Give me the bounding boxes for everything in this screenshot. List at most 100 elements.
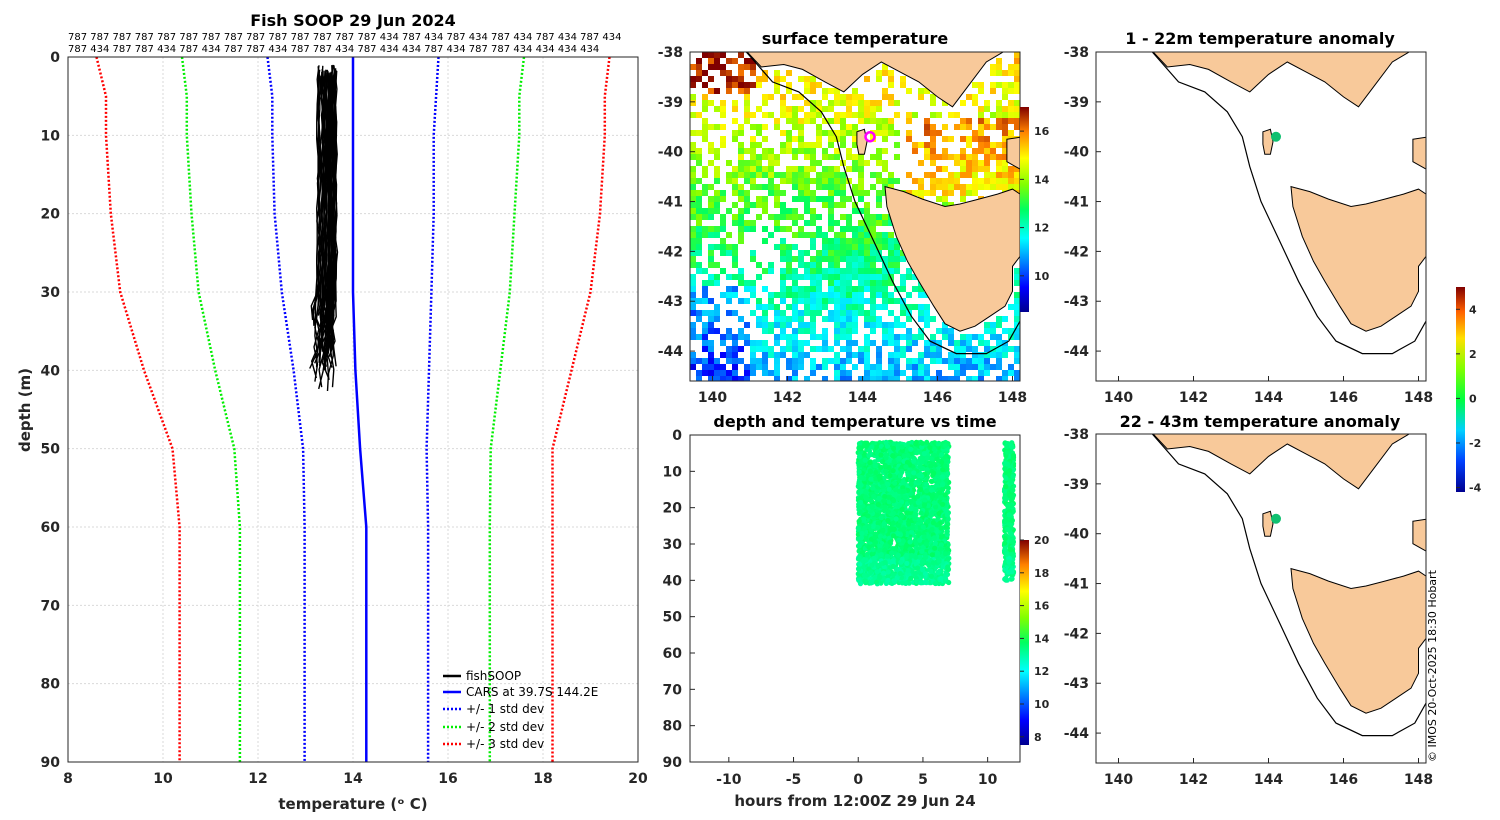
sst-cell bbox=[744, 286, 750, 292]
sst-cell bbox=[726, 274, 732, 280]
sst-cell bbox=[756, 196, 762, 202]
sst-cell bbox=[930, 160, 936, 166]
sst-cell bbox=[792, 196, 798, 202]
depth-time-point bbox=[882, 493, 888, 500]
sst-cell bbox=[900, 310, 906, 316]
sst-cell bbox=[750, 154, 756, 160]
sst-cell bbox=[1014, 334, 1020, 340]
depth-time-point bbox=[899, 468, 905, 474]
sst-cell bbox=[690, 76, 696, 82]
sst-cell bbox=[822, 250, 828, 256]
sst-cell bbox=[690, 238, 696, 244]
sst-cell bbox=[858, 352, 864, 358]
sst-cell bbox=[960, 196, 966, 202]
sst-cell bbox=[702, 130, 708, 136]
sst-cell bbox=[888, 82, 894, 88]
sst-cell bbox=[792, 208, 798, 214]
sst-cell bbox=[780, 148, 786, 154]
sst-cell bbox=[798, 190, 804, 196]
depth-time-point bbox=[862, 525, 868, 531]
sst-cell bbox=[846, 154, 852, 160]
sst-cell bbox=[816, 364, 822, 370]
depth-time-point bbox=[887, 473, 893, 479]
depth-time-point bbox=[905, 471, 911, 478]
depth-time-point bbox=[1003, 475, 1009, 482]
depth-time-point bbox=[868, 469, 874, 475]
sst-cell bbox=[840, 298, 846, 304]
sst-cell bbox=[948, 328, 954, 334]
depth-time-point bbox=[862, 578, 868, 584]
depth-time-point bbox=[881, 487, 887, 493]
map-ytick-label: -44 bbox=[658, 344, 684, 360]
sst-cell bbox=[732, 106, 738, 112]
sst-cell bbox=[960, 370, 966, 376]
sst-cell bbox=[714, 52, 720, 58]
sst-cell bbox=[822, 238, 828, 244]
sst-cell bbox=[750, 178, 756, 184]
sst-cell bbox=[822, 196, 828, 202]
sst-cell bbox=[774, 76, 780, 82]
sst-cell bbox=[834, 154, 840, 160]
sst-cell bbox=[768, 352, 774, 358]
sst-cell bbox=[786, 88, 792, 94]
sst-cell bbox=[738, 316, 744, 322]
sst-cell bbox=[864, 190, 870, 196]
sst-cell bbox=[870, 118, 876, 124]
sst-cell bbox=[720, 64, 726, 70]
sst-cell bbox=[912, 376, 918, 381]
sst-cell bbox=[870, 226, 876, 232]
depth-time-point bbox=[1001, 488, 1008, 494]
sst-cell bbox=[786, 334, 792, 340]
sst-cell bbox=[942, 196, 948, 202]
sst-cell bbox=[780, 250, 786, 256]
depth-time-point bbox=[911, 470, 917, 476]
sst-cell bbox=[858, 280, 864, 286]
sst-cell bbox=[846, 274, 852, 280]
sst-cell bbox=[846, 304, 852, 310]
sst-cell bbox=[984, 340, 990, 346]
sst-cell bbox=[870, 184, 876, 190]
sst-cell bbox=[792, 214, 798, 220]
sst-cell bbox=[792, 268, 798, 274]
sst-cell bbox=[828, 220, 834, 226]
sst-cell bbox=[996, 160, 1002, 166]
depth-time-point bbox=[919, 473, 925, 479]
sst-cell bbox=[852, 262, 858, 268]
sst-cell bbox=[942, 100, 948, 106]
sst-cell bbox=[696, 190, 702, 196]
sst-cell bbox=[708, 184, 714, 190]
depth-time-point bbox=[903, 543, 909, 549]
sst-cell bbox=[738, 298, 744, 304]
depth-time-point bbox=[1007, 477, 1014, 484]
sst-cell bbox=[1002, 352, 1008, 358]
sst-cell bbox=[732, 292, 738, 298]
depth-time-point bbox=[930, 560, 937, 566]
sst-cell bbox=[876, 76, 882, 82]
sst-cell bbox=[954, 340, 960, 346]
depth-time-point bbox=[877, 533, 884, 539]
sst-cell bbox=[828, 286, 834, 292]
depth-time-point bbox=[869, 444, 875, 450]
depth-time-point bbox=[921, 534, 927, 540]
sst-cell bbox=[942, 334, 948, 340]
sst-cell bbox=[726, 286, 732, 292]
sst-cell bbox=[966, 334, 972, 340]
sst-cell bbox=[690, 244, 696, 250]
sst-cell bbox=[972, 334, 978, 340]
sst-cell bbox=[792, 232, 798, 238]
sst-cell bbox=[936, 130, 942, 136]
depth-time-point bbox=[890, 533, 897, 539]
sst-cell bbox=[810, 148, 816, 154]
sst-cell bbox=[768, 370, 774, 376]
sst-cell bbox=[840, 124, 846, 130]
sst-cell bbox=[708, 328, 714, 334]
depth-time-point bbox=[867, 460, 873, 466]
sst-cell bbox=[894, 250, 900, 256]
sst-cell bbox=[942, 124, 948, 130]
sst-cb-tick-label: 10 bbox=[1034, 270, 1050, 283]
dtime-cb-tick-label: 20 bbox=[1034, 534, 1050, 547]
sst-cell bbox=[774, 214, 780, 220]
sst-cell bbox=[798, 298, 804, 304]
sst-cell bbox=[708, 370, 714, 376]
